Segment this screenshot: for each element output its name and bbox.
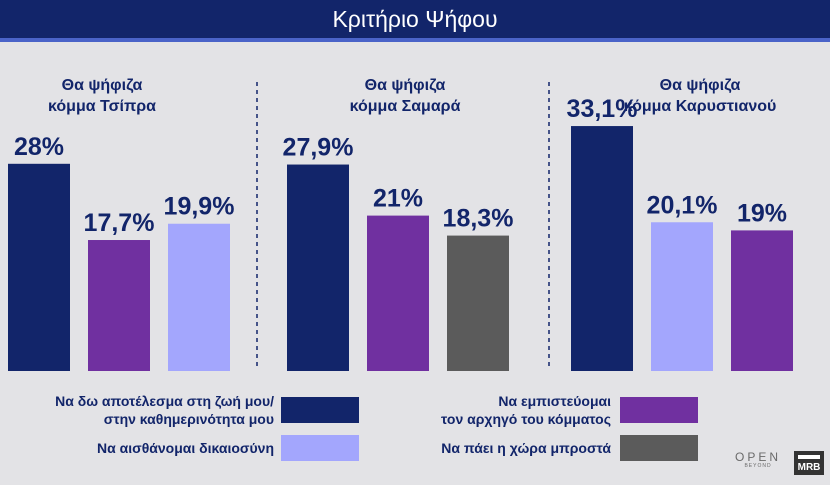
bar bbox=[731, 230, 793, 371]
data-label: 33,1% bbox=[567, 95, 638, 123]
panel-title: κόμμα Σαμαρά bbox=[350, 98, 461, 115]
bar bbox=[571, 126, 633, 371]
legend-label: στην καθημερινότητα μου bbox=[104, 411, 274, 427]
legend-label: Να δω αποτέλεσμα στη ζωή μου/ bbox=[55, 393, 274, 409]
data-label: 21% bbox=[373, 185, 423, 213]
data-label: 27,9% bbox=[283, 134, 354, 162]
bar bbox=[8, 163, 70, 371]
data-label: 19,9% bbox=[164, 193, 235, 221]
legend-item: Να αισθάνομαι δικαιοσύνη bbox=[97, 435, 359, 461]
legend-swatch bbox=[620, 435, 698, 461]
open-logo-subtext: BEYOND bbox=[744, 463, 772, 469]
legend-label: Να αισθάνομαι δικαιοσύνη bbox=[97, 440, 274, 456]
panel-title: κόμμα Τσίπρα bbox=[48, 98, 156, 115]
chart-panel: Θα ψήφιζα κόμμα Σαμαρά 27,9% 21% 18,3% bbox=[283, 77, 514, 371]
legend-item: Να δω αποτέλεσμα στη ζωή μου/στην καθημε… bbox=[55, 393, 359, 427]
legend-label: Να πάει η χώρα μπροστά bbox=[441, 440, 611, 456]
data-label: 17,7% bbox=[84, 209, 155, 237]
bar bbox=[651, 222, 713, 371]
legend-swatch bbox=[620, 397, 698, 423]
chart-panel: Θα ψήφιζα κόμμα Τσίπρα 28% 17,7% 19,9% bbox=[8, 77, 234, 371]
bar bbox=[287, 164, 349, 371]
legend-label: Να εμπιστεύομαι bbox=[498, 393, 611, 409]
legend-item: Να πάει η χώρα μπροστά bbox=[441, 435, 698, 461]
legend-item: Να εμπιστεύομαι τον αρχηγό του κόμματος bbox=[441, 393, 698, 427]
data-label: 28% bbox=[14, 133, 64, 161]
mrb-logo: MRB bbox=[794, 451, 824, 475]
data-label: 19% bbox=[737, 199, 787, 227]
data-label: 18,3% bbox=[443, 205, 514, 233]
open-logo-text: OPEN bbox=[734, 450, 781, 464]
legend-swatch bbox=[281, 397, 359, 423]
panel-title: κόμμα Καρυστιανού bbox=[624, 98, 777, 115]
mrb-logo-text: MRB bbox=[797, 462, 821, 473]
bar bbox=[88, 240, 150, 371]
bar bbox=[168, 223, 230, 371]
legend-label: τον αρχηγό του κόμματος bbox=[441, 411, 611, 427]
bar bbox=[447, 235, 509, 371]
legend-swatch bbox=[281, 435, 359, 461]
panel-title: Θα ψήφιζα bbox=[62, 77, 143, 94]
data-label: 20,1% bbox=[647, 191, 718, 219]
chart-title: Κριτήριο Ψήφου bbox=[0, 0, 830, 42]
bar bbox=[367, 215, 429, 371]
panel-title: Θα ψήφιζα bbox=[365, 77, 446, 94]
open-logo: OPEN BEYOND bbox=[733, 451, 783, 470]
panel-title: Θα ψήφιζα bbox=[660, 77, 741, 94]
